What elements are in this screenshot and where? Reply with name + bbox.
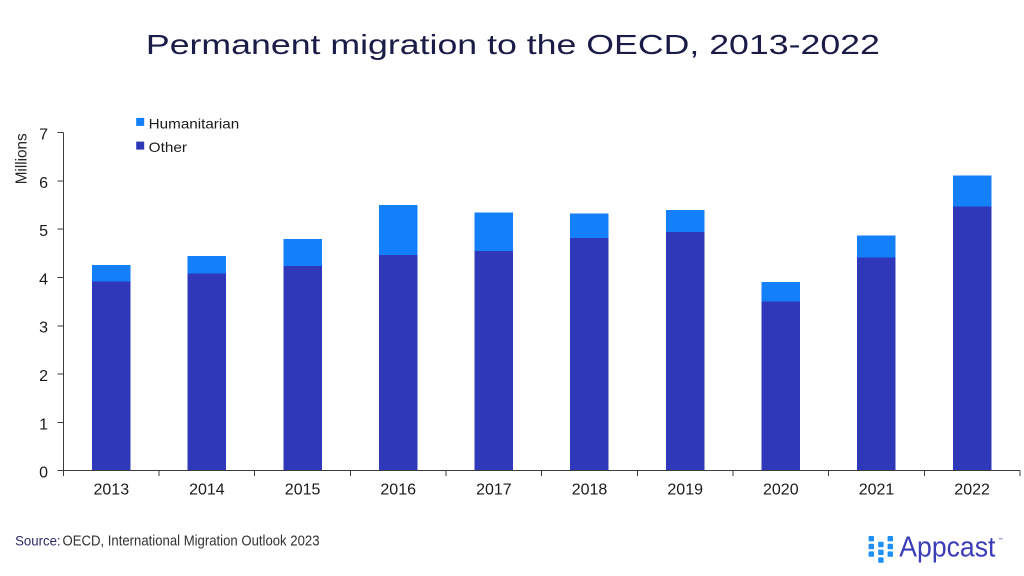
svg-text:2015: 2015 (285, 481, 321, 498)
svg-text:2020: 2020 (763, 481, 799, 498)
svg-text:7: 7 (39, 127, 48, 144)
svg-text:2016: 2016 (380, 481, 416, 498)
svg-text:0: 0 (39, 465, 48, 482)
svg-text:5: 5 (39, 223, 48, 240)
svg-text:Source:: Source: (15, 533, 61, 549)
svg-text:3: 3 (39, 320, 48, 337)
svg-text:™: ™ (998, 537, 1003, 542)
svg-text:2022: 2022 (954, 481, 990, 498)
svg-text:2: 2 (39, 368, 48, 385)
svg-text:2021: 2021 (859, 481, 895, 498)
svg-text:2014: 2014 (189, 481, 225, 498)
svg-text:2019: 2019 (667, 481, 703, 498)
svg-text:Appcast: Appcast (899, 531, 995, 563)
svg-text:Millions: Millions (13, 133, 30, 184)
svg-text:2018: 2018 (572, 481, 608, 498)
svg-text:2013: 2013 (94, 481, 130, 498)
svg-text:6: 6 (39, 175, 48, 192)
svg-text:1: 1 (39, 416, 48, 433)
svg-text:2017: 2017 (476, 481, 512, 498)
svg-text:Other: Other (149, 139, 188, 155)
svg-text:OECD, International Migration: OECD, International Migration Outlook 20… (63, 533, 320, 550)
svg-text:Permanent migration to the OEC: Permanent migration to the OECD, 2013-20… (146, 28, 880, 60)
svg-text:4: 4 (39, 271, 48, 288)
svg-text:Humanitarian: Humanitarian (149, 115, 240, 131)
